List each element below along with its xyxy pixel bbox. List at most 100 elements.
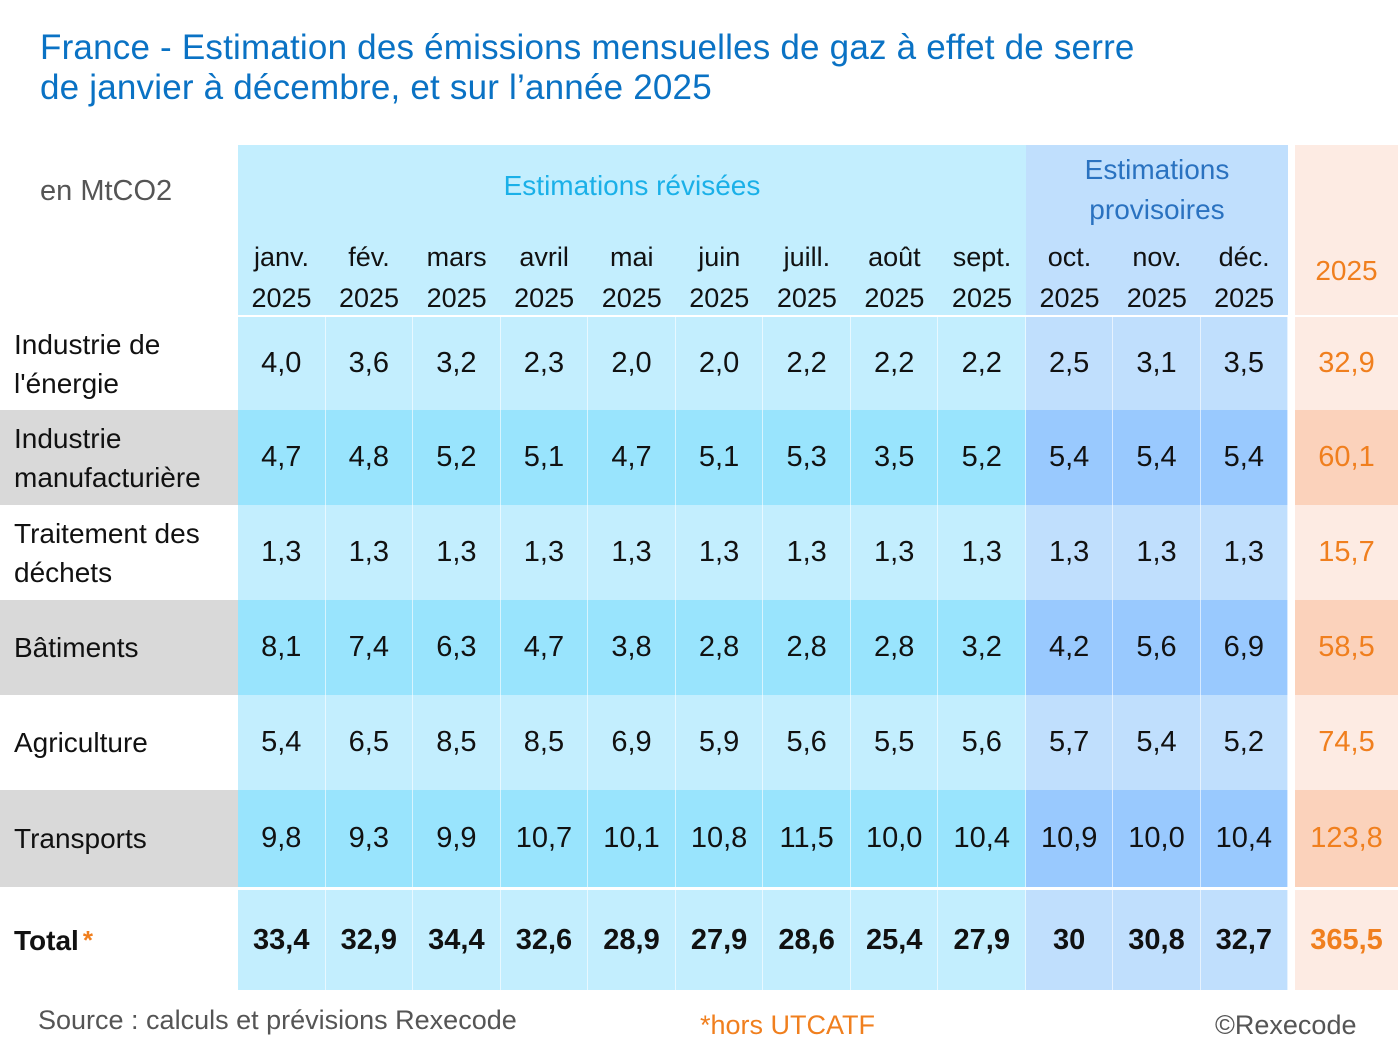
table-cell: 5,4 [1026,410,1114,505]
annual-cell: 74,5 [1295,695,1398,790]
table-cell: 9,3 [325,790,414,887]
total-cell: 27,9 [675,890,764,990]
annual-cell: 123,8 [1295,790,1398,887]
revised-group-label: Estimations révisées [503,170,761,201]
table-cell: 10,0 [1113,790,1201,887]
table-cell: 11,5 [763,790,851,887]
month-header: déc. 2025 [1201,237,1288,319]
total-cell: 34,4 [413,890,501,990]
table-cell: 4,7 [500,600,589,695]
year-label: 2025 [864,283,925,313]
row-label-line: Transports [14,823,147,854]
year-label: 2025 [339,283,400,313]
year-label: 2025 [776,283,837,313]
year-label: 2025 [251,283,312,313]
table-cell: 3,8 [588,600,676,695]
provisional-header-band [1026,145,1288,315]
table-cell: 10,1 [588,790,676,887]
year-label: 2025 [951,283,1012,313]
table-cell: 2,8 [850,600,939,695]
table-cell: 2,8 [675,600,764,695]
footnote: *hors UTCATF [700,1010,876,1040]
table-cell: 5,2 [413,410,501,505]
table-cell: 5,4 [1113,695,1201,790]
row-label-line: manufacturière [14,461,201,493]
total-cell: 32,6 [500,890,589,990]
total-cell: 33,4 [238,890,326,990]
total-cell: 28,6 [763,890,851,990]
month-header: juill. 2025 [763,237,850,319]
table-cell: 5,7 [1026,695,1114,790]
table-cell: 10,8 [675,790,764,887]
month-label: fév. [348,242,390,272]
table-cell: 6,5 [325,695,414,790]
table-cell: 4,7 [238,410,326,505]
table-cell: 5,4 [1113,410,1201,505]
table-cell: 1,3 [325,505,414,600]
annual-cell: 58,5 [1295,600,1398,695]
year-label: 2025 [1214,283,1275,313]
asterisk-mark: * [82,924,93,955]
row-label: Agriculture [0,695,238,790]
table-cell: 5,6 [1113,600,1201,695]
year-label: 2025 [426,283,487,313]
table-cell: 4,2 [1026,600,1114,695]
table-cell: 8,5 [500,695,589,790]
revised-header-band [238,145,1026,315]
table-cell: 3,5 [850,410,939,505]
table-cell: 2,2 [763,317,851,410]
month-label: avril [519,242,569,272]
provisional-line-1: Estimations [1084,154,1230,185]
copyright: ©Rexecode [1215,1010,1357,1040]
year-label: 2025 [689,283,750,313]
total-annual-cell: 365,5 [1295,890,1398,990]
year-label: 2025 [1126,283,1187,313]
title-line-1: France - Estimation des émissions mensue… [40,28,1135,67]
year-label: 2025 [601,283,662,313]
table-cell: 2,5 [1026,317,1114,410]
table-cell: 1,3 [588,505,676,600]
table-cell: 5,3 [763,410,851,505]
row-label-line: Bâtiments [14,632,139,663]
row-label: Bâtiments [0,600,238,695]
month-label: oct. [1047,242,1092,272]
unit-label: en MtCO2 [40,175,173,207]
total-cell: 32,7 [1200,890,1288,990]
provisional-group-label: Estimations provisoires [1026,150,1288,230]
table-cell: 1,3 [1026,505,1114,600]
table-cell: 5,2 [938,410,1027,505]
table-cell: 2,8 [763,600,851,695]
total-text: Total [14,924,79,956]
month-label: août [868,242,921,272]
total-cell: 28,9 [588,890,676,990]
table-cell: 10,4 [1200,790,1288,887]
row-label-line: l'énergie [14,367,119,399]
total-cell: 30 [1026,890,1114,990]
month-header: fév. 2025 [326,237,413,319]
month-header: mai 2025 [588,237,675,319]
table-cell: 1,3 [238,505,326,600]
table-cell: 1,3 [1113,505,1201,600]
table-cell: 10,7 [500,790,589,887]
table-cell: 5,9 [675,695,764,790]
total-cell: 30,8 [1113,890,1201,990]
table-cell: 6,9 [1200,600,1288,695]
row-label: Industrie manufacturière [0,410,238,505]
table-cell: 5,1 [675,410,764,505]
row-label-line: déchets [14,556,113,588]
month-header: sept. 2025 [938,237,1025,319]
month-header: juin 2025 [676,237,763,319]
table-cell: 10,0 [850,790,939,887]
table-cell: 1,3 [1200,505,1288,600]
table-cell: 10,9 [1026,790,1114,887]
table-cell: 1,3 [938,505,1027,600]
row-label: Transports [0,790,238,887]
table-cell: 6,3 [413,600,501,695]
table-cell: 8,1 [238,600,326,695]
table-cell: 10,4 [938,790,1027,887]
table-cell: 5,2 [1200,695,1288,790]
month-label: déc. [1218,242,1270,272]
year-label: 2025 [514,283,575,313]
annual-column-header: 2025 [1315,255,1378,286]
month-label: sept. [952,242,1012,272]
